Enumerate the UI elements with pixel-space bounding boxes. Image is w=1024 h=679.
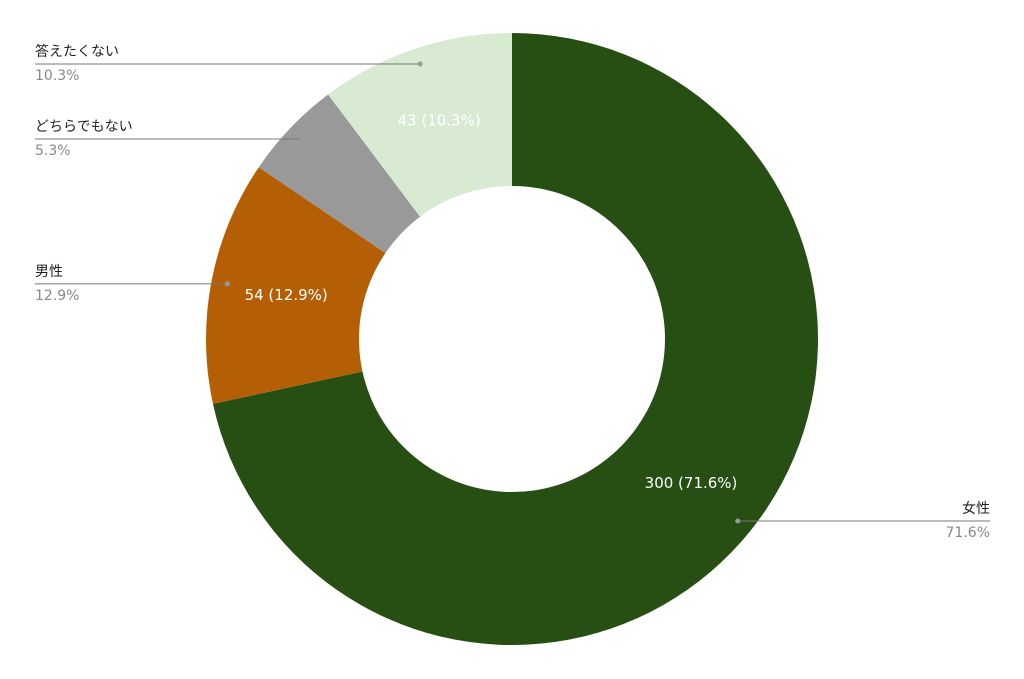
legend-percent: 12.9% (35, 288, 79, 304)
legend-label: 男性 (35, 264, 63, 280)
callout-dot (417, 61, 423, 67)
legend-label: 答えたくない (35, 43, 119, 60)
donut-slice (328, 33, 512, 217)
legend-label: 女性 (962, 500, 990, 517)
value-label: 54 (12.9%) (245, 286, 328, 304)
donut-slice (206, 167, 386, 404)
donut-slice (212, 33, 818, 645)
legend-percent: 71.6% (946, 525, 990, 541)
legend-percent: 10.3% (35, 68, 79, 84)
value-label: 300 (71.6%) (645, 474, 738, 492)
donut-slice (258, 94, 421, 254)
legend-label: どちらでもない (35, 119, 133, 135)
value-label: 43 (10.3%) (398, 111, 481, 129)
callout-dot (735, 518, 741, 524)
legend-percent: 5.3% (35, 143, 71, 159)
callout-dot (224, 281, 230, 287)
callout-dot (299, 136, 305, 142)
